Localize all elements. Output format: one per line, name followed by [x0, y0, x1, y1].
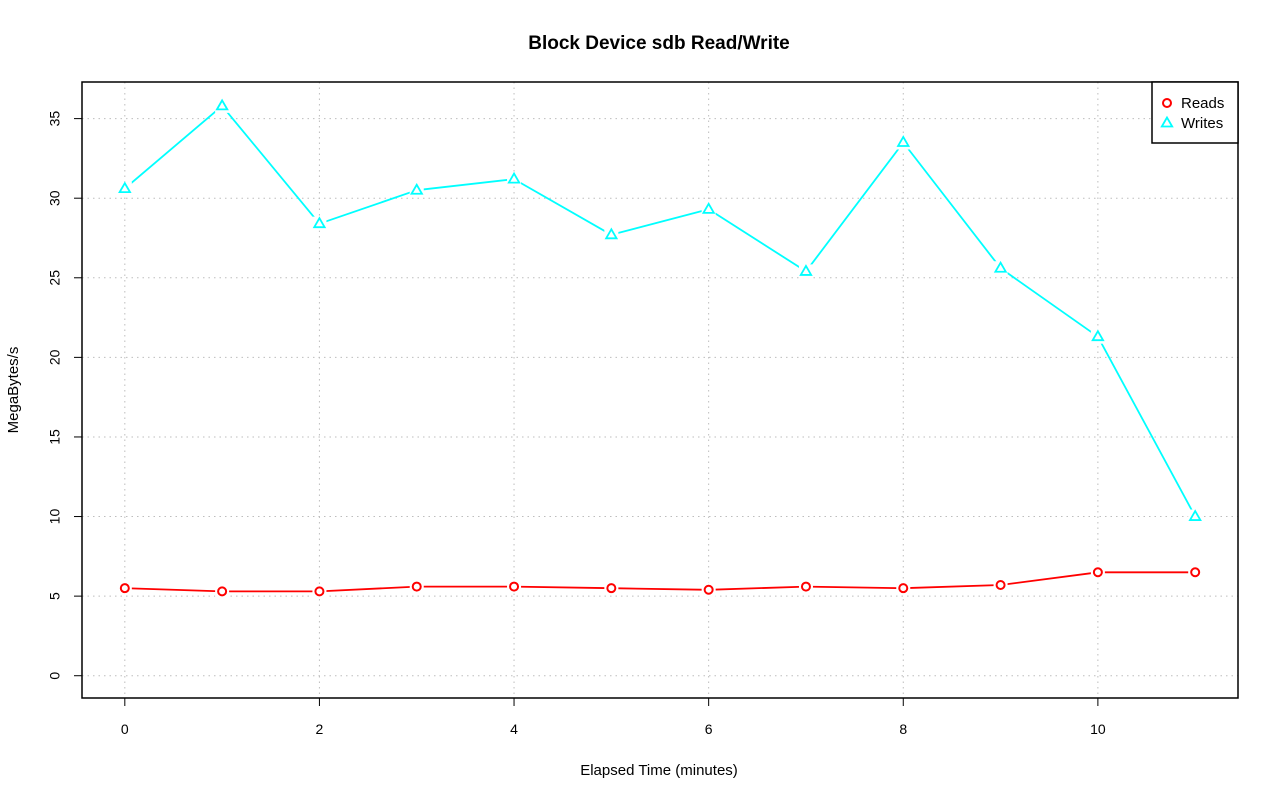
x-tick-label: 0	[121, 721, 129, 737]
x-axis-label: Elapsed Time (minutes)	[580, 762, 738, 779]
y-tick-label: 5	[47, 592, 63, 600]
legend-marker	[1162, 98, 1172, 108]
legend: Reads Writes	[1151, 81, 1239, 144]
data-point	[1092, 567, 1103, 578]
x-tick-label: 10	[1090, 721, 1106, 737]
data-point	[606, 583, 617, 594]
data-point	[898, 583, 909, 594]
y-tick-label: 35	[47, 111, 63, 127]
data-point	[1188, 509, 1202, 521]
data-point	[411, 581, 422, 592]
data-point	[604, 227, 619, 240]
data-point	[507, 171, 521, 184]
plot-series	[117, 98, 1203, 599]
data-point	[314, 586, 325, 597]
y-tick-label: 30	[47, 190, 63, 206]
legend-label: Reads	[1181, 95, 1224, 112]
y-axis-label: MegaBytes/s	[5, 347, 22, 434]
x-tick-label: 8	[899, 721, 907, 737]
series-writes	[117, 98, 1203, 524]
data-point	[800, 581, 811, 592]
grid	[82, 82, 1238, 698]
series-line	[124, 571, 1196, 593]
legend-label: Writes	[1181, 115, 1223, 132]
data-point	[995, 579, 1006, 590]
series-reads	[117, 565, 1203, 599]
y-tick-label: 15	[47, 429, 63, 445]
legend-box	[1151, 81, 1239, 144]
data-point	[701, 202, 716, 214]
x-tick-label: 2	[316, 721, 324, 737]
data-point	[703, 584, 714, 595]
data-point	[409, 182, 424, 195]
y-tick-label: 25	[47, 270, 63, 286]
data-point	[896, 135, 911, 147]
axes: 0 2 4 6 8 10 0 5 10 15 20 25 30 35	[47, 111, 1106, 737]
data-point	[993, 260, 1008, 273]
data-point	[509, 581, 520, 592]
data-point	[1091, 329, 1105, 342]
data-point	[799, 264, 813, 276]
legend-marker	[1160, 115, 1174, 128]
data-point	[215, 98, 229, 111]
y-tick-label: 0	[47, 672, 63, 680]
x-tick-label: 6	[705, 721, 713, 737]
data-point	[217, 586, 228, 597]
y-tick-label: 10	[47, 509, 63, 525]
data-point	[118, 181, 132, 194]
series-line	[124, 105, 1196, 517]
y-tick-label: 20	[47, 349, 63, 365]
data-point	[312, 216, 327, 229]
chart-title: Block Device sdb Read/Write	[528, 33, 790, 54]
data-point	[1190, 567, 1201, 578]
x-tick-label: 4	[510, 721, 518, 737]
plot-frame	[81, 81, 1239, 699]
data-point	[119, 583, 130, 594]
